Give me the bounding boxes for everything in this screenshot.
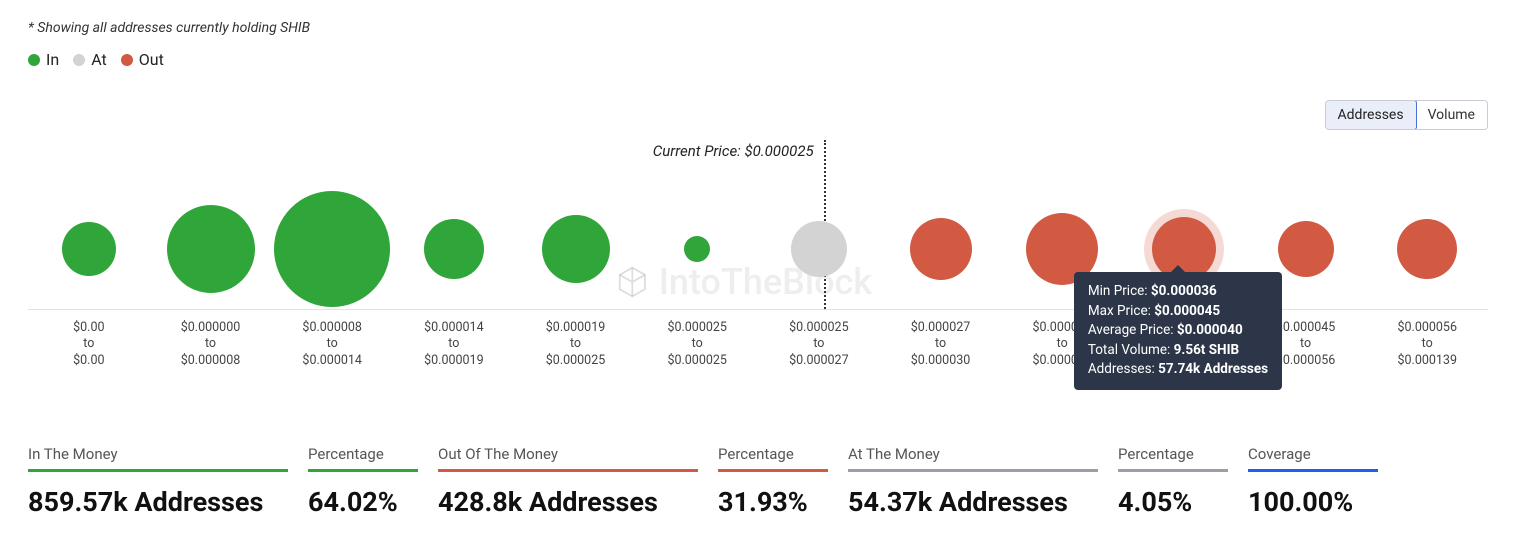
stat-label: Out Of The Money <box>438 445 698 472</box>
stat-block: In The Money 859.57k Addresses <box>28 445 288 518</box>
stat-value: 4.05% <box>1118 486 1228 518</box>
legend-dot-out <box>121 54 133 66</box>
legend-label-in: In <box>46 50 59 69</box>
stat-block: At The Money 54.37k Addresses <box>848 445 1098 518</box>
bubble[interactable] <box>1397 219 1457 279</box>
bubble[interactable] <box>1278 221 1334 277</box>
view-toggle: Addresses Volume <box>1325 100 1488 130</box>
stat-block: Out Of The Money 428.8k Addresses <box>438 445 698 518</box>
stat-label: Percentage <box>718 445 828 472</box>
x-axis-label: $0.000025to$0.000027 <box>758 320 880 369</box>
legend-label-at: At <box>91 50 107 69</box>
toggle-volume[interactable]: Volume <box>1416 101 1487 129</box>
stat-value: 428.8k Addresses <box>438 486 698 518</box>
stat-label: At The Money <box>848 445 1098 472</box>
subtitle-text: * Showing all addresses currently holdin… <box>28 20 1488 36</box>
stat-label: Coverage <box>1248 445 1378 472</box>
stats-row: In The Money 859.57k Addresses Percentage 6… <box>28 445 1488 518</box>
x-axis-label: $0.000014to$0.000019 <box>393 320 515 369</box>
stat-label: Percentage <box>1118 445 1228 472</box>
bubble[interactable] <box>791 221 847 277</box>
stat-block: Coverage 100.00% <box>1248 445 1378 518</box>
toggle-addresses[interactable]: Addresses <box>1325 100 1417 130</box>
x-axis-label: $0.000025to$0.000025 <box>636 320 758 369</box>
x-axis-label: $0.000008to$0.000014 <box>271 320 393 369</box>
legend-item-at: At <box>73 50 107 69</box>
bubble[interactable] <box>542 215 610 283</box>
x-axis-label: $0.000056to$0.000139 <box>1366 320 1488 369</box>
x-axis-label: $0.000019to$0.000025 <box>515 320 637 369</box>
bubble[interactable] <box>167 205 255 293</box>
chart-area: Current Price: $0.000025 IntoTheBlock $0… <box>28 160 1488 390</box>
legend-item-in: In <box>28 50 59 69</box>
stat-block: Percentage 31.93% <box>718 445 828 518</box>
bubble[interactable] <box>684 236 710 262</box>
stat-block: Percentage 64.02% <box>308 445 418 518</box>
legend-dot-in <box>28 54 40 66</box>
current-price-label: Current Price: $0.000025 <box>604 142 814 160</box>
legend-dot-at <box>73 54 85 66</box>
legend-item-out: Out <box>121 50 164 69</box>
x-axis-label: $0.000000to$0.000008 <box>150 320 272 369</box>
bubble[interactable] <box>62 222 116 276</box>
x-axis-label: $0.00to$0.00 <box>28 320 150 369</box>
legend-label-out: Out <box>139 50 164 69</box>
stat-value: 31.93% <box>718 486 828 518</box>
stat-block: Percentage 4.05% <box>1118 445 1228 518</box>
stat-label: Percentage <box>308 445 418 472</box>
legend: In At Out <box>28 50 1488 69</box>
x-axis-label: $0.000027to$0.000030 <box>880 320 1002 369</box>
bubble[interactable] <box>424 219 484 279</box>
stat-value: 64.02% <box>308 486 418 518</box>
bubble[interactable] <box>910 218 972 280</box>
stat-value: 100.00% <box>1248 486 1378 518</box>
stat-value: 54.37k Addresses <box>848 486 1098 518</box>
bubble[interactable] <box>274 191 390 307</box>
bubble-tooltip: Min Price: $0.000036Max Price: $0.000045… <box>1074 272 1282 390</box>
stat-value: 859.57k Addresses <box>28 486 288 518</box>
stat-label: In The Money <box>28 445 288 472</box>
